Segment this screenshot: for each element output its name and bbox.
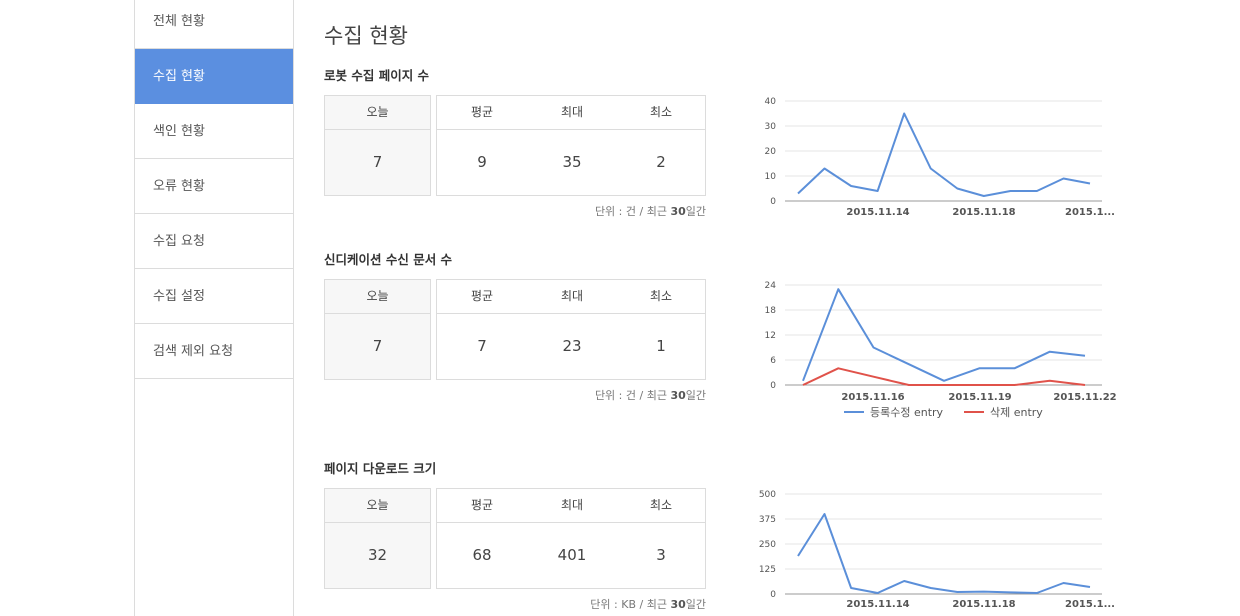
page-title: 수집 현황 xyxy=(324,24,408,48)
y-tick-label: 0 xyxy=(770,590,776,600)
section-title-robot-crawl: 로봇 수집 페이지 수 xyxy=(324,68,430,83)
divider xyxy=(437,313,705,314)
section-title-download-size: 페이지 다운로드 크기 xyxy=(324,461,437,476)
x-tick-label: 2015.1... xyxy=(1065,599,1115,610)
y-tick-label: 12 xyxy=(765,331,776,341)
legend-label: 등록수정 entry xyxy=(870,406,944,419)
y-tick-label: 0 xyxy=(770,381,776,391)
y-tick-label: 18 xyxy=(765,306,777,316)
divider xyxy=(437,522,705,523)
y-tick-label: 500 xyxy=(759,490,776,500)
y-tick-label: 30 xyxy=(765,122,777,132)
y-tick-label: 375 xyxy=(759,515,776,525)
syndication-line-chart: 24 18 12 6 0 2015.11.16 2015.11.19 2015.11.22 등록… xyxy=(765,281,1117,419)
avg-value: 9 xyxy=(477,153,487,171)
max-value: 401 xyxy=(557,546,587,564)
x-tick-label: 2015.1... xyxy=(1065,207,1115,218)
unit-note: 단위 : 건 / 최근 30일간 xyxy=(594,205,706,218)
today-value: 7 xyxy=(372,153,383,171)
min-label: 최소 xyxy=(649,289,673,303)
today-value: 32 xyxy=(367,546,388,564)
min-value: 3 xyxy=(656,546,666,564)
x-tick-label: 2015.11.16 xyxy=(841,392,904,403)
max-label: 최대 xyxy=(560,289,584,303)
max-label: 최대 xyxy=(560,105,584,119)
sidebar-item-crawl-settings[interactable]: 수집 설정 xyxy=(135,269,293,324)
y-tick-label: 0 xyxy=(770,197,776,207)
today-stat-box: 오늘 32 xyxy=(324,488,431,589)
divider xyxy=(325,313,430,314)
max-value: 35 xyxy=(562,153,582,171)
series-line xyxy=(802,288,1086,382)
sidebar-item-index-status[interactable]: 색인 현황 xyxy=(135,104,293,159)
x-tick-label: 2015.11.14 xyxy=(846,207,909,218)
y-tick-label: 40 xyxy=(765,97,777,107)
sidebar-item-exclude-request[interactable]: 검색 제외 요청 xyxy=(135,324,293,379)
sidebar-item-overview[interactable]: 전체 현황 xyxy=(135,0,293,49)
max-value: 23 xyxy=(562,337,582,355)
min-value: 2 xyxy=(656,153,666,171)
section-title-syndication: 신디케이션 수신 문서 수 xyxy=(324,252,453,267)
y-tick-label: 6 xyxy=(770,356,776,366)
x-tick-label: 2015.11.22 xyxy=(1053,392,1116,403)
y-tick-label: 10 xyxy=(765,172,777,182)
y-tick-label: 20 xyxy=(765,147,777,157)
today-label: 오늘 xyxy=(366,105,389,119)
avg-label: 평균 xyxy=(470,498,494,512)
download-size-line-chart: 500 375 250 125 0 2015.11.14 2015.11.18 2015.1.… xyxy=(759,490,1115,610)
max-label: 최대 xyxy=(560,498,584,512)
y-tick-label: 125 xyxy=(759,565,776,575)
sidebar-item-error-status[interactable]: 오류 현황 xyxy=(135,159,293,214)
divider xyxy=(325,129,430,130)
sidebar-item-crawl-request[interactable]: 수집 요청 xyxy=(135,214,293,269)
x-tick-label: 2015.11.18 xyxy=(952,599,1015,610)
today-label: 오늘 xyxy=(366,498,389,512)
avg-value: 7 xyxy=(477,337,487,355)
avg-value: 68 xyxy=(472,546,492,564)
sidebar-nav: 전체 현황 수집 현황 색인 현황 오류 현황 수집 요청 수집 설정 검색 제… xyxy=(134,0,294,616)
today-stat-box: 오늘 7 xyxy=(324,95,431,196)
avg-label: 평균 xyxy=(470,105,494,119)
series-line xyxy=(802,367,1086,386)
min-value: 1 xyxy=(656,337,666,355)
x-tick-label: 2015.11.18 xyxy=(952,207,1015,218)
summary-stat-box: 평균 최대 최소 7 23 1 xyxy=(436,279,706,380)
unit-note: 단위 : KB / 최근 30일간 xyxy=(590,598,706,611)
summary-stat-box: 평균 최대 최소 68 401 3 xyxy=(436,488,706,589)
y-tick-label: 24 xyxy=(765,281,777,291)
robot-crawl-line-chart: 40 30 20 10 0 2015.11.14 2015.11.18 2015.1... xyxy=(765,97,1115,218)
summary-stat-box: 평균 최대 최소 9 35 2 xyxy=(436,95,706,196)
divider xyxy=(325,522,430,523)
avg-label: 평균 xyxy=(470,289,494,303)
series-line xyxy=(797,513,1091,594)
today-stat-box: 오늘 7 xyxy=(324,279,431,380)
min-label: 최소 xyxy=(649,105,673,119)
x-tick-label: 2015.11.19 xyxy=(948,392,1011,403)
today-label: 오늘 xyxy=(366,289,389,303)
today-value: 7 xyxy=(372,337,383,355)
unit-note: 단위 : 건 / 최근 30일간 xyxy=(594,389,706,402)
main-content: 수집 현황 로봇 수집 페이지 수 오늘 7 평균 최대 최소 9 35 2 단… xyxy=(324,0,1124,616)
sidebar-item-crawl-status[interactable]: 수집 현황 xyxy=(135,49,293,104)
legend-label: 삭제 entry xyxy=(990,406,1043,419)
series-line xyxy=(797,112,1091,197)
min-label: 최소 xyxy=(649,498,673,512)
y-tick-label: 250 xyxy=(759,540,776,550)
divider xyxy=(437,129,705,130)
x-tick-label: 2015.11.14 xyxy=(846,599,909,610)
